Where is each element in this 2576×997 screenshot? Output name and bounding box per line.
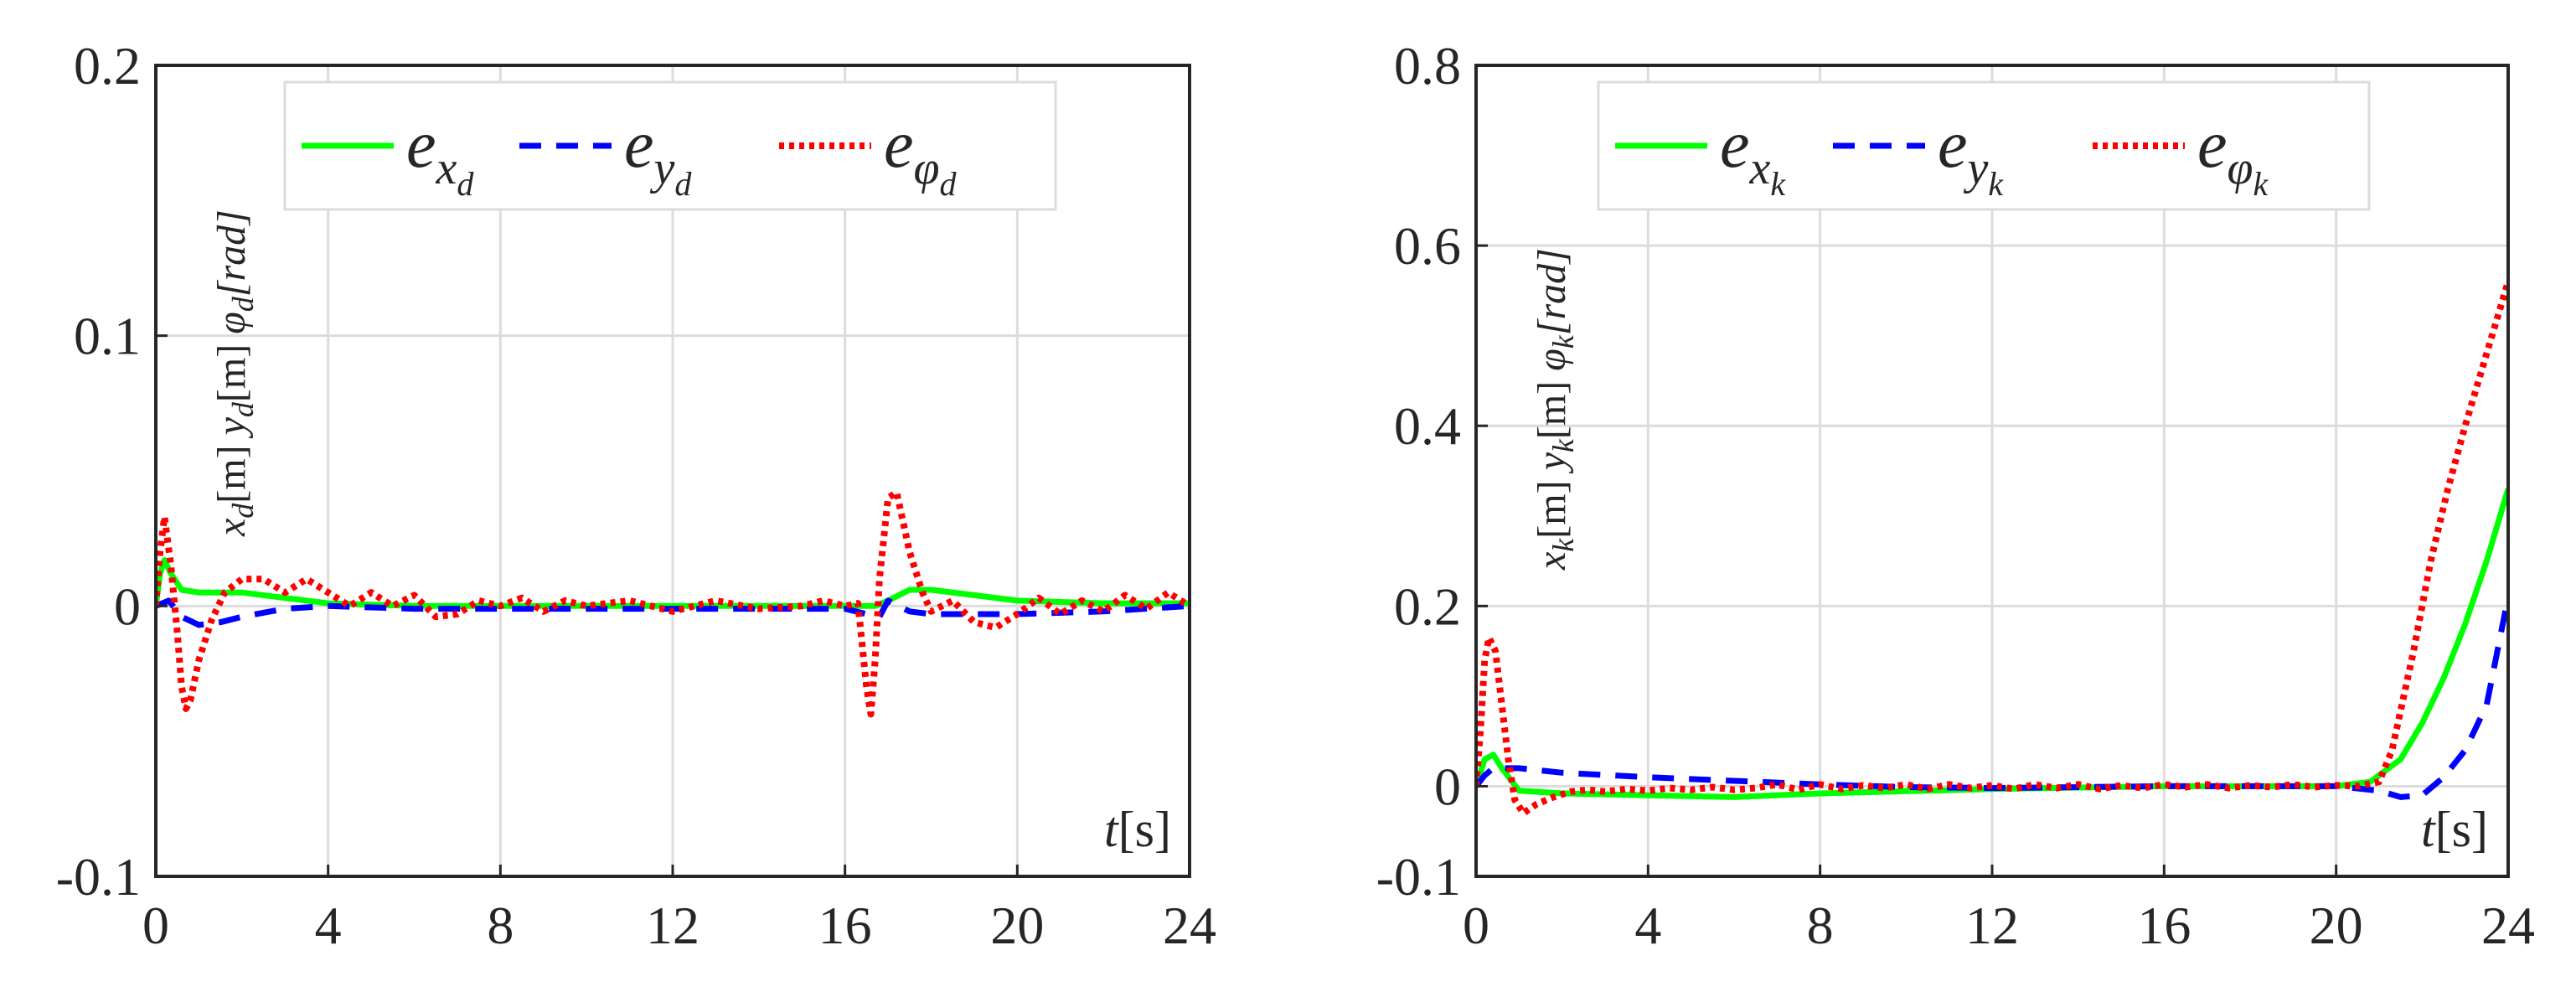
legend-entry-label: eφk [2197,108,2269,203]
y-tick-label: -0.1 [56,847,141,907]
y-tick-label: 0.2 [1394,576,1461,636]
x-tick-label: 16 [818,896,872,955]
x-tick-label: 8 [1807,896,1834,955]
y-tick-label: 0.4 [1394,396,1461,456]
legend-box [283,80,1057,211]
x-tick-label: 24 [1163,896,1216,955]
legend: exk eyk eφk [1597,80,2371,211]
legend-entry-label: eyk [1938,108,2004,203]
x-tick-label: 0 [1463,896,1489,955]
x-tick-label: 4 [1634,896,1661,955]
legend-box [1597,80,2371,211]
legend: exd eyd eφd [283,80,1057,211]
x-axis-label: t[s] [2421,802,2488,857]
x-tick-label: 20 [990,896,1044,955]
legend-entry-label: eφd [884,108,958,203]
x-tick-label: 12 [1965,896,2019,955]
y-tick-label: 0 [1434,757,1461,816]
legend-entry-label: exk [1720,108,1786,203]
y-tick-label: 0.6 [1394,216,1461,276]
y-tick-label: 0.2 [74,36,141,96]
x-tick-label: 0 [142,896,169,955]
right-chart-panel: 0 4 8 12 16 20 24-0.100.20.40.60.8exkeykeφkxk[… [1376,36,2535,955]
y-tick-label: 0.8 [1394,36,1461,96]
series-line-phi-k [1476,280,2508,817]
legend-entry-label: exd [406,108,474,203]
y-axis-label: xk[m] yk[m] φk[rad] [1530,248,1580,571]
x-tick-label: 12 [646,896,699,955]
y-tick-label: -0.1 [1376,847,1461,907]
x-tick-label: 24 [2481,896,2535,955]
x-tick-label: 8 [487,896,514,955]
y-tick-label: 0 [114,576,141,636]
x-axis-label: t[s] [1104,802,1171,857]
y-axis-label: xd[m] yd[m] φd[rad] [209,209,260,537]
x-tick-label: 16 [2137,896,2191,955]
y-tick-label: 0.1 [74,307,141,366]
x-tick-label: 20 [2310,896,2363,955]
legend-entry-label: eyd [624,108,692,203]
series-group [1476,280,2508,817]
x-tick-label: 4 [315,896,342,955]
series-line-phi-d [156,488,1190,718]
series-group [156,488,1190,718]
